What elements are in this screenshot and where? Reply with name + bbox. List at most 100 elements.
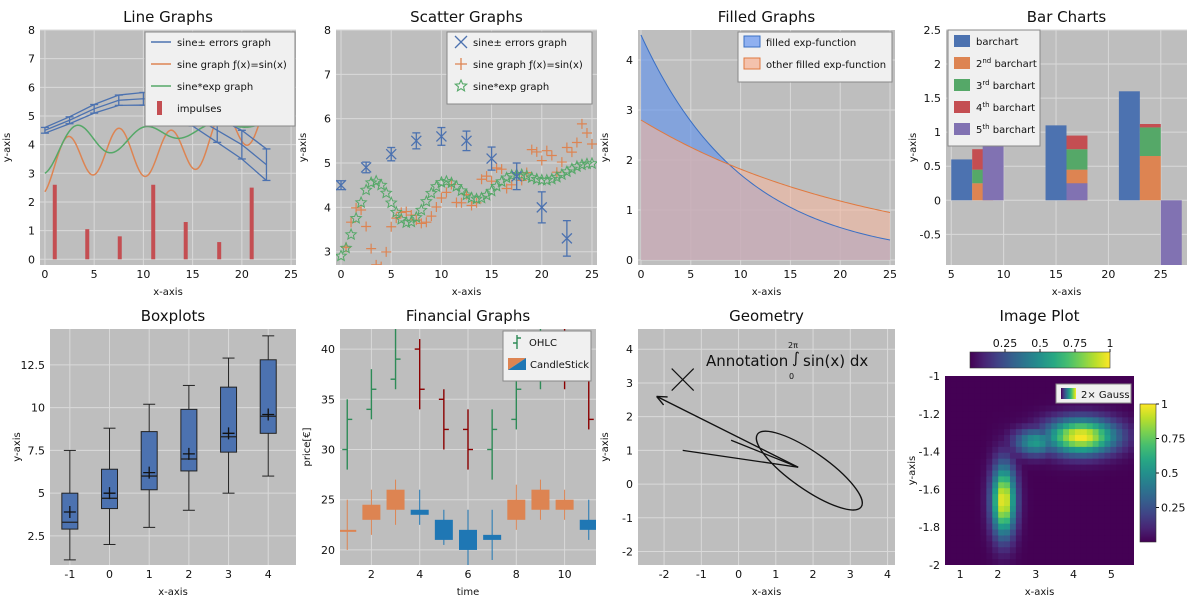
scatter-plus-marker — [541, 145, 552, 156]
bar — [1066, 183, 1088, 201]
heatmap-cell — [986, 429, 993, 436]
heatmap-cell — [1110, 523, 1117, 531]
heatmap-cell — [1116, 423, 1123, 430]
y-tick-label: -1 — [929, 370, 940, 383]
heatmap-cell — [1033, 547, 1041, 554]
heatmap-cell — [980, 464, 987, 472]
heatmap-cell — [974, 559, 982, 565]
box-mean-marker — [143, 466, 156, 479]
heatmap-cell — [950, 393, 958, 401]
heatmap-cell — [1116, 523, 1123, 531]
heatmap-cell — [1080, 411, 1088, 418]
heatmap-cell — [980, 387, 987, 395]
heatmap-cell — [1086, 553, 1094, 560]
heatmap-cell — [1074, 517, 1082, 525]
heatmap-cell — [1074, 523, 1082, 531]
x-tick-label: -1 — [696, 568, 707, 581]
heatmap-cell — [1128, 494, 1134, 501]
candle-body — [459, 529, 477, 550]
heatmap-cell — [980, 505, 987, 513]
scatter-star-marker — [379, 186, 393, 199]
heatmap-cell — [1086, 458, 1094, 466]
heatmap-cell — [1045, 376, 1052, 383]
box-mean-marker — [262, 408, 275, 421]
heatmap-cell — [1063, 517, 1070, 525]
heatmap-cell — [1027, 476, 1035, 483]
scatter-plus-marker — [416, 218, 427, 229]
heatmap-cell — [986, 470, 993, 478]
heatmap-cell — [1057, 435, 1064, 442]
scatter-plus-marker — [531, 146, 542, 157]
heatmap-cell — [1122, 476, 1129, 483]
heatmap-cell — [1092, 417, 1100, 424]
heatmap-cell — [1021, 446, 1029, 454]
heatmap-cell — [1080, 511, 1088, 519]
heatmap-cell — [1069, 535, 1076, 542]
heatmap-cell — [1039, 523, 1047, 531]
heatmap-cell — [1086, 529, 1094, 537]
heatmap-cell — [1080, 517, 1088, 525]
heatmap-cell — [945, 452, 952, 460]
heatmap-cell — [1021, 387, 1029, 395]
heatmap-cell — [956, 488, 964, 495]
heatmap-cell — [1015, 381, 1023, 389]
heatmap-cell — [1033, 541, 1041, 548]
heatmap-cell — [1021, 500, 1029, 507]
legend-label: sine graph ƒ(x)=sin(x) — [177, 60, 287, 71]
scatter-plus-marker — [381, 246, 392, 257]
heatmap-cell — [1092, 440, 1100, 448]
heatmap-cell — [1104, 517, 1111, 525]
panel-6: 2 4 6 8 10 20 25 30 35 40 Financial Graphs time pric… — [302, 307, 596, 598]
heatmap-cell — [1039, 405, 1047, 413]
heatmap-cell — [1110, 517, 1117, 525]
candle-body — [483, 534, 502, 540]
heatmap-cell — [1045, 494, 1052, 501]
heatmap-cell — [1110, 440, 1117, 448]
colorbar-tick-label: 0.25 — [1161, 502, 1186, 515]
heatmap-cell — [1051, 535, 1058, 542]
heatmap-cell — [1051, 381, 1058, 389]
legend-label-rest: barchart — [990, 103, 1036, 114]
heatmap-cell — [1045, 529, 1052, 537]
scatter-plus-marker — [556, 157, 567, 168]
heatmap-cell — [1069, 559, 1076, 565]
heatmap-cell — [1027, 482, 1035, 489]
heatmap-cell — [1086, 417, 1094, 424]
sine-line — [44, 91, 291, 193]
box-mean-marker — [182, 447, 195, 460]
heatmap-cell — [1104, 523, 1111, 531]
heatmap-cell — [1004, 417, 1011, 424]
heatmap-cell — [1104, 476, 1111, 483]
y-axis-label: y-axis — [907, 456, 918, 485]
legend-swatch — [743, 35, 761, 48]
heatmap-cell — [986, 541, 993, 548]
heatmap-cell — [1015, 446, 1023, 454]
heatmap-cell — [1045, 517, 1052, 525]
scatter-star-marker — [575, 158, 589, 171]
y-tick-label: 2.5 — [28, 530, 46, 543]
x-tick-label: 10 — [434, 268, 448, 281]
heatmap-cell — [956, 541, 964, 548]
y-tick-label: 30 — [321, 444, 335, 457]
heatmap-cell — [1039, 423, 1047, 430]
y-tick-label: 2 — [934, 58, 941, 71]
heatmap-cell — [1128, 376, 1134, 383]
heatmap-cell — [1116, 458, 1123, 466]
y-tick-label: 1 — [626, 204, 633, 217]
heatmap-cell — [968, 411, 976, 418]
bar-segment — [1139, 124, 1161, 128]
heatmap-cell — [1086, 464, 1094, 472]
heatmap-cell — [992, 446, 999, 454]
heatmap-cell — [1051, 505, 1058, 513]
heatmap-cell — [1069, 405, 1076, 413]
heatmap-cell — [1098, 376, 1106, 383]
heatmap-cell — [956, 553, 964, 560]
heatmap-cell — [1057, 494, 1064, 501]
heatmap-cell — [1057, 517, 1064, 525]
x-tick-label: 25 — [1154, 268, 1168, 281]
heatmap-cell — [1045, 446, 1052, 454]
heatmap-cell — [1004, 500, 1011, 507]
scatter-star-marker — [364, 175, 378, 189]
heatmap-cell — [1080, 559, 1088, 565]
heatmap-cell — [1033, 387, 1041, 395]
